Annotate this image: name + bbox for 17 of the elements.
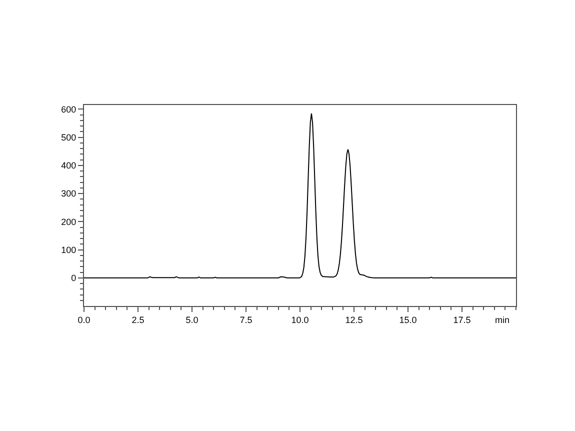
y-tick-label: 0 <box>71 273 76 284</box>
x-tick-label: 2.5 <box>132 314 144 325</box>
line-series <box>84 112 516 278</box>
x-tick-label: 5.0 <box>186 314 198 325</box>
x-tick-label: 0.0 <box>78 314 90 325</box>
y-tick-label: 500 <box>61 132 76 142</box>
y-tick-label: 600 <box>61 104 76 114</box>
x-tick-label: 15.0 <box>399 314 417 325</box>
x-axis-title: min <box>495 315 510 325</box>
y-tick-label: 200 <box>61 216 76 227</box>
y-tick-label: 400 <box>61 160 76 171</box>
x-tick-label: 10.0 <box>291 314 309 325</box>
x-tick-label: 7.5 <box>240 314 252 325</box>
y-tick-label: 100 <box>61 244 76 255</box>
y-tick-label: 300 <box>61 188 76 199</box>
x-tick-label: 17.5 <box>453 314 471 325</box>
x-tick-label: 12.5 <box>345 314 363 325</box>
